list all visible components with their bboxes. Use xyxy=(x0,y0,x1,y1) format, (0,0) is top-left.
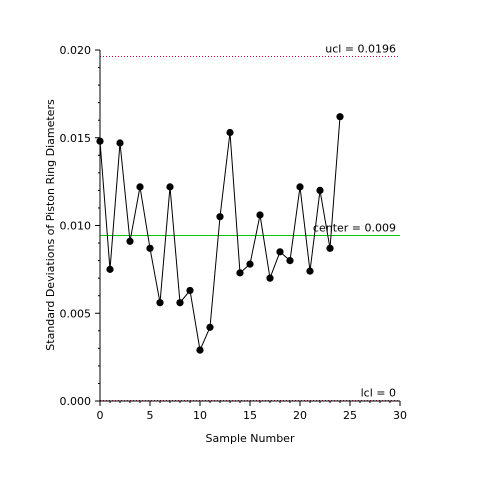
data-point-0 xyxy=(96,137,104,145)
data-point-6 xyxy=(156,299,164,307)
data-point-8 xyxy=(176,299,184,307)
x-ticks: 0 5 10 15 20 25 30 xyxy=(97,401,407,422)
data-point-2 xyxy=(116,139,124,147)
x-tick-label-1: 5 xyxy=(147,409,154,422)
data-point-7 xyxy=(166,183,174,191)
y-ticks: 0.000 0.005 0.010 0.015 0.020 xyxy=(60,44,100,408)
data-point-1 xyxy=(106,265,114,273)
data-point-12 xyxy=(216,213,224,221)
data-point-14 xyxy=(236,269,244,277)
y-tick-label-0: 0.000 xyxy=(60,395,92,408)
data-point-23 xyxy=(326,244,334,252)
series-line-0 xyxy=(99,116,341,352)
x-tick-label-6: 30 xyxy=(393,409,407,422)
data-point-3 xyxy=(126,237,134,245)
data-point-5 xyxy=(146,244,154,252)
data-point-22 xyxy=(316,186,324,194)
data-point-16 xyxy=(256,211,264,219)
x-axis-label: Sample Number xyxy=(206,432,295,445)
y-tick-label-4: 0.020 xyxy=(60,44,92,57)
series xyxy=(96,113,344,354)
x-tick-label-3: 15 xyxy=(243,409,257,422)
control-line-label-2: lcl = 0 xyxy=(361,387,396,400)
data-point-10 xyxy=(196,346,204,354)
x-tick-label-4: 20 xyxy=(293,409,307,422)
data-point-13 xyxy=(226,128,234,137)
x-tick-label-0: 0 xyxy=(97,409,104,422)
y-axis-label: Standard Deviations of Piston Ring Diame… xyxy=(44,99,57,351)
x-tick-label-2: 10 xyxy=(193,409,207,422)
data-point-9 xyxy=(186,286,194,295)
control-line-label-0: ucl = 0.0196 xyxy=(325,43,396,56)
control-line-label-1: center = 0.009 xyxy=(313,222,396,235)
data-point-15 xyxy=(246,260,254,268)
data-point-17 xyxy=(266,274,274,282)
data-point-18 xyxy=(276,248,284,256)
y-tick-label-3: 0.015 xyxy=(60,132,92,145)
data-point-20 xyxy=(296,183,304,191)
data-point-21 xyxy=(306,267,314,275)
y-tick-label-2: 0.010 xyxy=(60,220,92,233)
data-point-11 xyxy=(206,323,214,331)
data-point-4 xyxy=(136,183,144,191)
data-point-19 xyxy=(286,257,294,265)
x-tick-label-5: 25 xyxy=(343,409,357,422)
control-lines: ucl = 0.0196 center = 0.009 lcl = 0 xyxy=(100,43,400,401)
data-point-24 xyxy=(336,113,344,121)
y-tick-label-1: 0.005 xyxy=(60,307,92,320)
